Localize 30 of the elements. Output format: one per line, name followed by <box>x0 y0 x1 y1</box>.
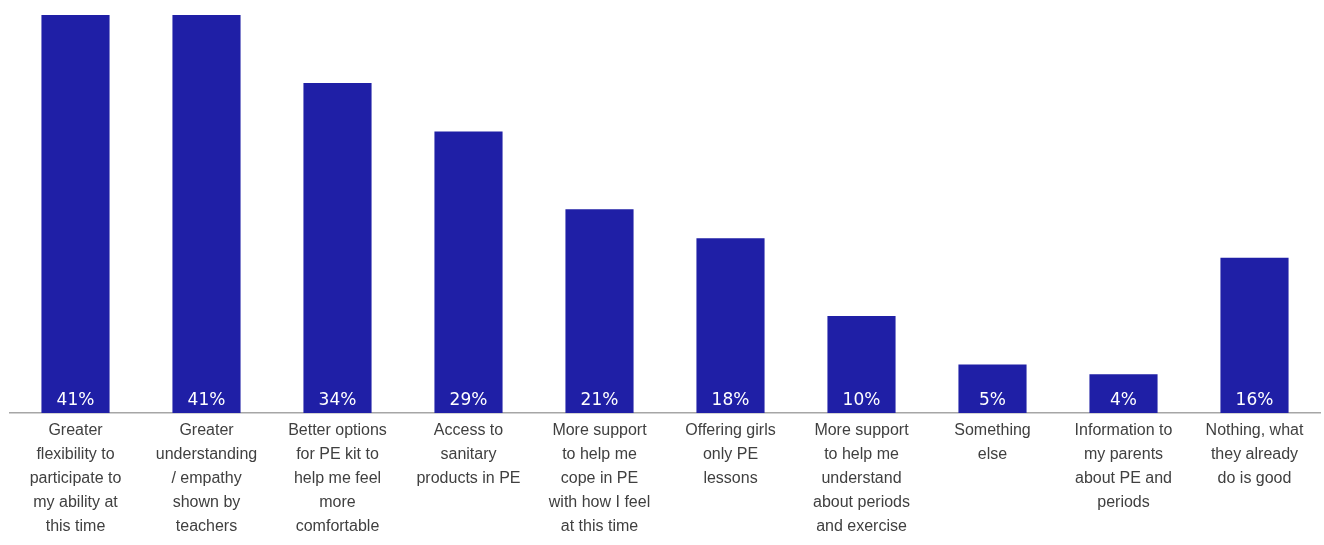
data-label: 5% <box>979 388 1006 409</box>
x-tick-label: Information to my parents about PE and periods <box>1074 421 1173 511</box>
data-label: 29% <box>449 388 488 409</box>
x-tick-label: More support to help me cope in PE with how I feel at this time <box>547 421 651 535</box>
bar <box>303 82 372 413</box>
x-tick-label: Something else <box>954 421 1031 463</box>
x-tick-label: Greater understanding / empathy shown by teachers <box>155 421 258 535</box>
x-tick-label: Offering girls only PE lessons <box>685 421 776 487</box>
bar <box>41 15 110 413</box>
x-tick-label: More support to help me understand about periods and exercise <box>813 421 910 535</box>
bar <box>1220 257 1289 413</box>
data-label: 41% <box>56 388 95 409</box>
bar <box>565 209 634 413</box>
bar <box>696 238 765 413</box>
bar <box>958 364 1027 413</box>
x-tick-label: Access to sanitary products in PE <box>416 421 521 487</box>
bar <box>827 315 896 413</box>
data-label: 16% <box>1235 388 1274 409</box>
data-label: 4% <box>1110 388 1137 409</box>
data-label: 41% <box>187 388 226 409</box>
data-label: 18% <box>711 388 750 409</box>
bar <box>434 131 503 413</box>
x-tick-label: Greater flexibility to participate to my ability at this time <box>29 421 122 535</box>
data-label: 34% <box>318 388 357 409</box>
bar <box>172 15 241 413</box>
data-label: 10% <box>842 388 881 409</box>
x-tick-label: Better options for PE kit to help me feel more comfortable <box>288 421 387 535</box>
data-label: 21% <box>580 388 619 409</box>
bar <box>1089 374 1158 413</box>
x-tick-label: Nothing, what they already do is good <box>1205 421 1304 487</box>
